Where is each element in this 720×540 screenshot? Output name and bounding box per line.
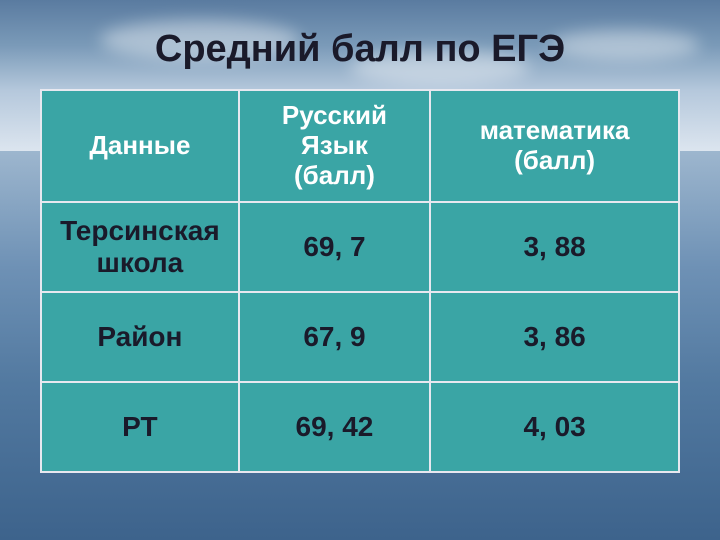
scores-table: Данные РусскийЯзык(балл) математика(балл… [40,89,680,473]
table-cell-value: 3, 86 [430,292,679,382]
table-header-row: Данные РусскийЯзык(балл) математика(балл… [41,90,679,202]
table-row: РТ 69, 42 4, 03 [41,382,679,472]
table-row: Район 67, 9 3, 86 [41,292,679,382]
table-cell-value: 4, 03 [430,382,679,472]
table-cell-label: Район [41,292,239,382]
table-cell-value: 67, 9 [239,292,430,382]
table-header-cell: математика(балл) [430,90,679,202]
table-cell-label: Терсинская школа [41,202,239,292]
table-row: Терсинская школа 69, 7 3, 88 [41,202,679,292]
table-header-cell: Данные [41,90,239,202]
slide-title: Средний балл по ЕГЭ [40,28,680,71]
table-cell-value: 69, 42 [239,382,430,472]
slide-content: Средний балл по ЕГЭ Данные РусскийЯзык(б… [0,0,720,540]
table-cell-value: 69, 7 [239,202,430,292]
table-header-cell: РусскийЯзык(балл) [239,90,430,202]
table-cell-label: РТ [41,382,239,472]
table-cell-value: 3, 88 [430,202,679,292]
